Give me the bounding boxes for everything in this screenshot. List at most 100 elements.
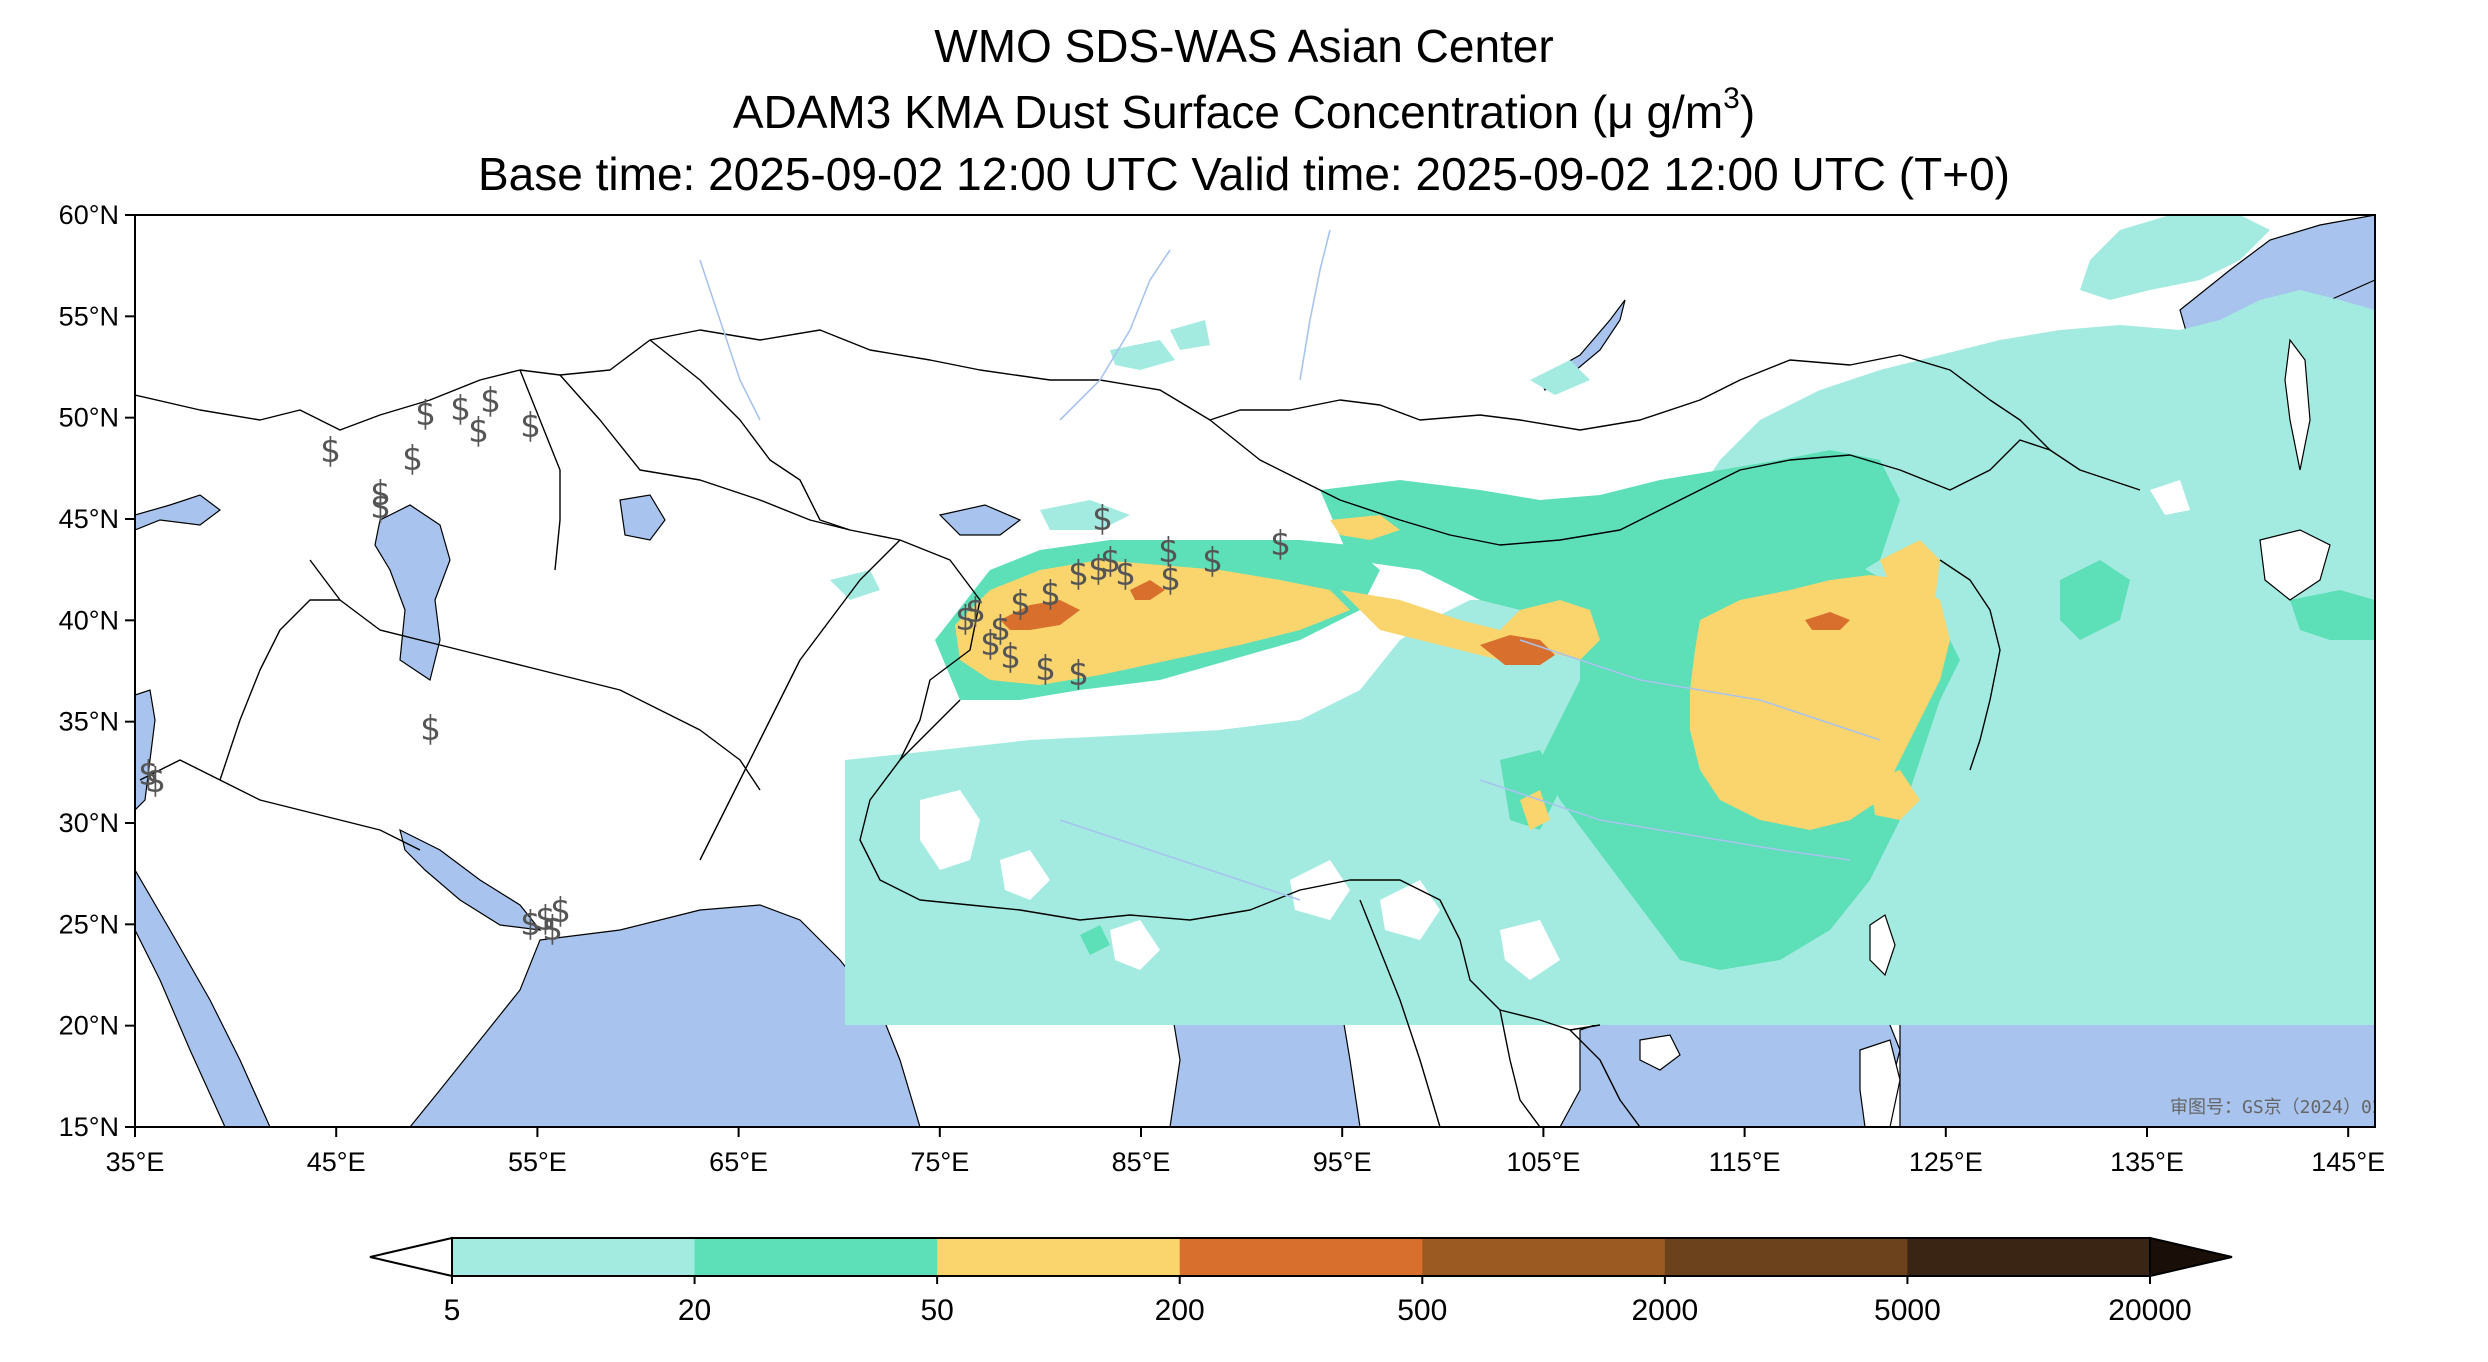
x-tick-label: 125°E bbox=[1909, 1147, 1983, 1177]
dust-marker: $ bbox=[1068, 654, 1088, 694]
colorbar-frame bbox=[451, 1237, 2151, 1277]
x-tick-label: 55°E bbox=[508, 1147, 567, 1177]
dust-marker: $ bbox=[480, 381, 500, 421]
dust-marker: $ bbox=[1068, 554, 1088, 594]
colorbar: 5 20 50 200 500 2000 5000 20000 bbox=[369, 1236, 2233, 1327]
black-sea bbox=[135, 494, 221, 531]
caspian-sea bbox=[374, 504, 451, 681]
x-tick-label: 45°E bbox=[307, 1147, 366, 1177]
arabian-sea bbox=[409, 904, 921, 1127]
x-tick-label: 145°E bbox=[2311, 1147, 2385, 1177]
colorbar-under-arrow bbox=[369, 1236, 453, 1278]
approval-number: 审图号：GS京（2024）0236号 bbox=[2170, 1097, 2422, 1118]
title-line-2-superscript: 3 bbox=[1723, 82, 1740, 115]
x-tick-label: 85°E bbox=[1112, 1147, 1171, 1177]
hokkaido-island bbox=[2259, 529, 2331, 601]
dust-marker: $ bbox=[1092, 499, 1112, 539]
lake-balkhash bbox=[938, 504, 1022, 536]
dust-marker: $ bbox=[1035, 649, 1055, 689]
sakhalin-island bbox=[2284, 338, 2311, 471]
colorbar-label: 500 bbox=[1397, 1294, 1447, 1327]
y-tick-label: 30°N bbox=[59, 808, 119, 838]
dust-marker: $ bbox=[370, 487, 390, 527]
colorbar-segment bbox=[1179, 1238, 1423, 1276]
hainan-island bbox=[1639, 1034, 1681, 1071]
y-tick-label: 20°N bbox=[59, 1011, 119, 1041]
dust-marker: $ bbox=[1202, 541, 1222, 581]
colorbar-segment bbox=[1907, 1238, 2151, 1276]
dust-concentration-50-200 bbox=[955, 515, 1950, 830]
dust-marker: $ bbox=[138, 754, 158, 794]
x-tick-label: 65°E bbox=[709, 1147, 768, 1177]
dust-marker: $ bbox=[955, 599, 975, 639]
colorbar-label: 20 bbox=[678, 1294, 711, 1327]
y-tick-label: 15°N bbox=[59, 1112, 119, 1142]
y-tick-label: 60°N bbox=[59, 200, 119, 230]
dust-marker: $ bbox=[1088, 549, 1108, 589]
dust-marker: $ bbox=[965, 591, 985, 631]
colorbar-label: 200 bbox=[1155, 1294, 1205, 1327]
map-frame bbox=[134, 214, 2376, 1128]
y-tick-label: 40°N bbox=[59, 605, 119, 635]
y-tick-label: 35°N bbox=[59, 707, 119, 737]
dust-marker: $ bbox=[402, 439, 422, 479]
colorbar-segment bbox=[1422, 1238, 1666, 1276]
rivers bbox=[699, 229, 1881, 901]
red-sea bbox=[135, 868, 271, 1127]
dust-marker: $ bbox=[420, 709, 440, 749]
title-line-1: WMO SDS-WAS Asian Center bbox=[934, 20, 1554, 72]
colorbar-segment bbox=[694, 1238, 938, 1276]
dust-marker: $ bbox=[415, 394, 435, 434]
dust-marker: $ bbox=[1115, 554, 1135, 594]
dust-marker: $ bbox=[1270, 524, 1290, 564]
dust-marker: $ bbox=[520, 406, 540, 446]
y-tick-label: 45°N bbox=[59, 504, 119, 534]
y-tick-label: 25°N bbox=[59, 909, 119, 939]
dust-marker: $ bbox=[1160, 559, 1180, 599]
dust-marker: $ bbox=[980, 624, 1000, 664]
islands bbox=[1639, 338, 2331, 1127]
colorbar-segment bbox=[452, 1238, 696, 1276]
x-tick-label: 75°E bbox=[910, 1147, 969, 1177]
x-tick-label: 135°E bbox=[2110, 1147, 2184, 1177]
dust-marker: $ bbox=[145, 761, 165, 801]
dust-marker: $ bbox=[550, 891, 570, 931]
dust-marker: $ bbox=[1158, 531, 1178, 571]
dust-marker: $ bbox=[370, 474, 390, 514]
colorbar-label: 20000 bbox=[2108, 1294, 2191, 1327]
dust-marker: $ bbox=[320, 431, 340, 471]
colorbar-segment bbox=[937, 1238, 1181, 1276]
title-line-2-unit: μ g/m bbox=[1607, 86, 1724, 138]
dust-concentration-200-500 bbox=[1000, 580, 1850, 665]
dust-marker: $ bbox=[468, 411, 488, 451]
x-tick-label: 35°E bbox=[106, 1147, 165, 1177]
dust-marker: $ bbox=[1000, 637, 1020, 677]
dust-marker: $ bbox=[535, 899, 555, 939]
dust-marker: $ bbox=[990, 609, 1010, 649]
colorbar-label: 2000 bbox=[1631, 1294, 1698, 1327]
aral-sea bbox=[619, 494, 666, 541]
dust-marker: $ bbox=[1100, 541, 1120, 581]
colorbar-segment bbox=[1664, 1238, 1908, 1276]
colorbar-over-arrow bbox=[2149, 1236, 2233, 1278]
y-tick-label: 55°N bbox=[59, 301, 119, 331]
dust-marker: $ bbox=[450, 389, 470, 429]
philippine-islands bbox=[1859, 1039, 1901, 1127]
x-tick-label: 115°E bbox=[1709, 1147, 1781, 1177]
dust-marker: $ bbox=[1010, 584, 1030, 624]
colorbar-label: 5 bbox=[444, 1294, 461, 1327]
colorbar-label: 5000 bbox=[1874, 1294, 1941, 1327]
colorbar-label: 50 bbox=[920, 1294, 953, 1327]
title-line-2-suffix: ) bbox=[1739, 86, 1756, 138]
y-tick-label: 50°N bbox=[59, 403, 119, 433]
persian-gulf bbox=[399, 828, 542, 931]
title-line-3: Base time: 2025-09-02 12:00 UTC Valid ti… bbox=[478, 148, 2010, 200]
x-tick-label: 105°E bbox=[1506, 1147, 1580, 1177]
taiwan-island bbox=[1869, 914, 1896, 977]
dust-observation-markers: $$$$$ $$$$$$$ $ $$ $ $$$$$$$ $ $$$$$$$$$$ bbox=[138, 381, 1290, 949]
country-borders bbox=[135, 329, 2141, 1127]
x-tick-label: 95°E bbox=[1313, 1147, 1372, 1177]
x-axis-ticks: 35°E 45°E 55°E 65°E 75°E 85°E 95°E 105°E 115°E 12… bbox=[106, 1127, 2385, 1177]
dust-marker: $ bbox=[542, 909, 562, 949]
